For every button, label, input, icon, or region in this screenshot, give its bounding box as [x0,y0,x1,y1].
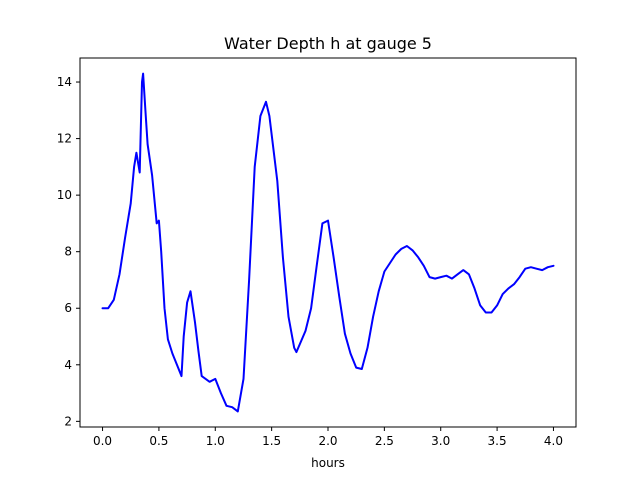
y-tick-label: 2 [64,414,72,428]
plot-frame [79,57,577,428]
x-tick-label: 0.5 [149,434,168,448]
x-tick-label: 1.0 [206,434,225,448]
x-axis-ticks: 0.0 0.5 1.0 1.5 2.0 2.5 3.0 3.5 4.0 [93,427,563,448]
y-tick-label: 8 [64,245,72,259]
x-tick-label: 0.0 [93,434,112,448]
x-tick-label: 2.5 [375,434,394,448]
y-tick-label: 6 [64,301,72,315]
y-tick-label: 12 [57,132,72,146]
series-line [101,72,555,413]
x-tick-label: 4.0 [544,434,563,448]
x-tick-label: 2.0 [318,434,337,448]
y-tick-label: 10 [57,188,72,202]
x-tick-label: 3.0 [431,434,450,448]
x-tick-label: 3.5 [488,434,507,448]
x-axis-label: hours [311,456,345,470]
y-axis-ticks: 2 4 6 8 10 12 14 [57,75,80,428]
chart-title: Water Depth h at gauge 5 [224,34,432,53]
y-tick-label: 14 [57,75,72,89]
y-tick-label: 4 [64,358,72,372]
x-tick-label: 1.5 [262,434,281,448]
